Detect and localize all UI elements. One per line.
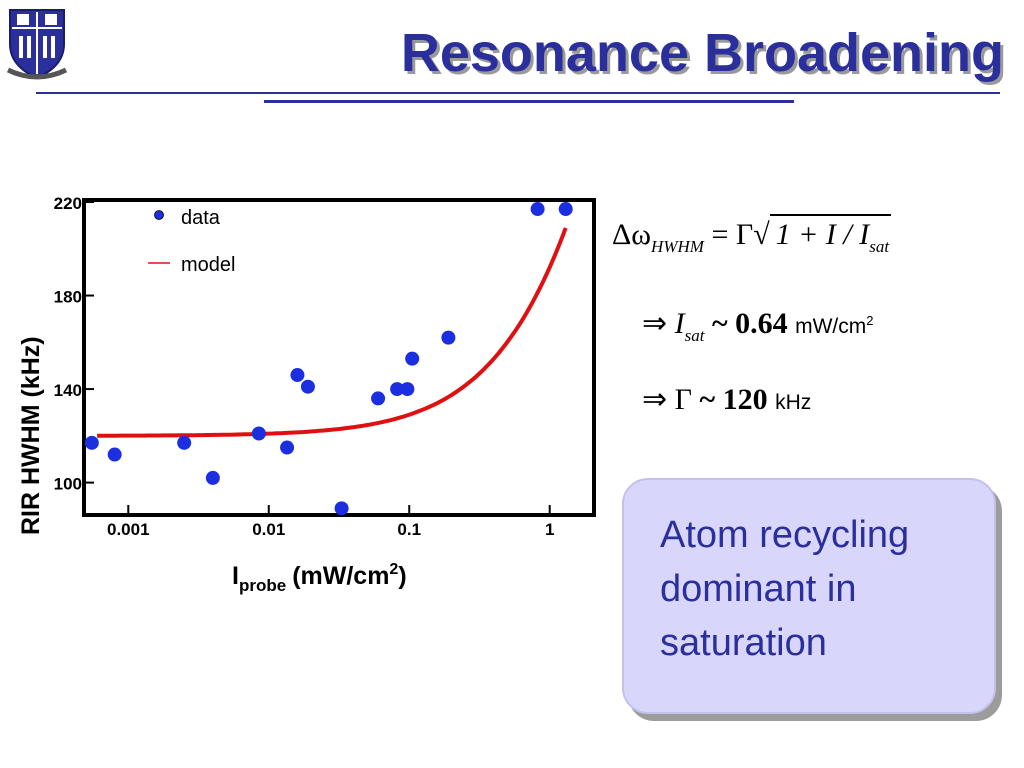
slide-title: Resonance Broadening xyxy=(400,23,1004,83)
gamma-result: ⇒ Γ ~ 120 kHz xyxy=(642,383,812,416)
data-point xyxy=(251,426,266,441)
data-point xyxy=(107,447,122,462)
data-point xyxy=(400,382,415,397)
x-tick-label: 0.1 xyxy=(397,520,421,539)
y-tick-label: 100 xyxy=(54,475,82,494)
data-point xyxy=(290,368,305,383)
legend-data-marker xyxy=(154,210,164,220)
x-tick-label: 0.001 xyxy=(107,520,150,539)
data-point xyxy=(558,202,573,217)
title-rule-top xyxy=(36,92,1000,94)
y-tick-label: 220 xyxy=(54,194,82,213)
y-axis-label: RIR HWHM (kHz) xyxy=(17,336,45,535)
data-point xyxy=(177,435,192,450)
data-point xyxy=(390,382,405,397)
callout-text: Atom recycling dominant in saturation xyxy=(660,514,910,664)
model-curve xyxy=(97,227,568,438)
plot-frame xyxy=(82,198,596,517)
data-point xyxy=(300,379,315,394)
callout-box: Atom recycling dominant in saturation xyxy=(622,478,996,714)
data-point xyxy=(405,351,420,366)
data-point xyxy=(530,202,545,217)
university-shield-logo xyxy=(6,9,68,80)
legend-data-label: data xyxy=(181,207,221,229)
y-tick-label: 180 xyxy=(54,288,82,307)
data-point xyxy=(84,435,99,450)
data-point xyxy=(205,470,220,485)
isat-result: ⇒ Isat ~ 0.64 mW/cm2 xyxy=(642,307,874,345)
data-point xyxy=(441,330,456,345)
square-root: 1 + I / Isat xyxy=(769,214,892,257)
data-point xyxy=(371,391,386,406)
legend-model-label: model xyxy=(181,254,235,276)
x-tick-label: 0.01 xyxy=(252,520,285,539)
y-tick-label: 140 xyxy=(54,381,82,400)
broadening-equation: ΔωHWHM = Γ√ 1 + I / Isat xyxy=(612,214,892,257)
data-point xyxy=(334,501,349,516)
title-rule-bottom xyxy=(264,100,794,103)
x-axis-label: Iprobe (mW/cm2) xyxy=(232,561,407,595)
data-point xyxy=(280,440,295,455)
x-tick-label: 1 xyxy=(545,520,554,539)
saturation-chart: 0.001 0.01 0.1 1 100 140 180 220 data model RI… xyxy=(17,194,596,595)
